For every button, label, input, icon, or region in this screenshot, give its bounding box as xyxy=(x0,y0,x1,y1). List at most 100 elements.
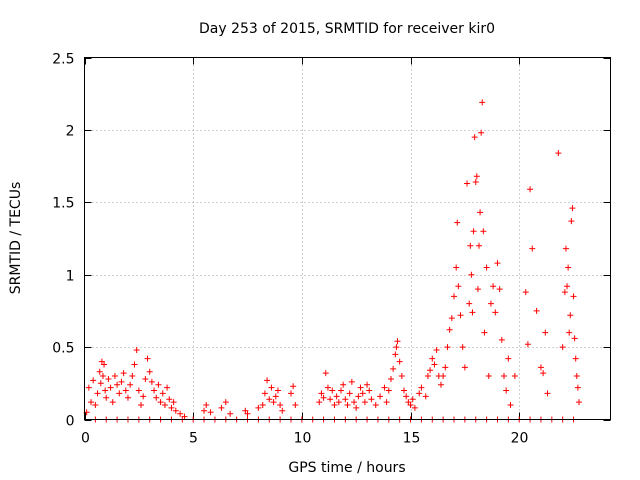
data-point xyxy=(127,381,134,388)
data-point xyxy=(555,150,562,157)
grid-lines xyxy=(84,57,611,420)
data-point xyxy=(446,326,453,333)
data-point xyxy=(359,390,366,397)
y-axis-label: SRMTID / TECUs xyxy=(8,182,24,295)
data-point xyxy=(571,335,578,342)
data-point xyxy=(471,134,478,141)
data-point xyxy=(561,289,568,296)
data-point xyxy=(485,373,492,380)
data-point xyxy=(473,173,480,180)
data-point xyxy=(142,375,149,382)
data-point xyxy=(331,402,338,409)
data-point xyxy=(572,355,579,362)
data-point xyxy=(498,336,505,343)
plot-frame xyxy=(84,57,611,420)
data-point xyxy=(99,373,106,380)
data-point xyxy=(459,344,466,351)
data-point xyxy=(566,329,573,336)
data-point xyxy=(398,373,405,380)
data-point xyxy=(85,384,92,391)
data-point xyxy=(377,393,384,400)
data-point xyxy=(322,370,329,377)
data-point xyxy=(168,404,175,411)
data-point xyxy=(490,283,497,290)
data-point xyxy=(444,344,451,351)
data-point xyxy=(496,286,503,293)
y-tick-label: 0.5 xyxy=(52,341,74,357)
data-point xyxy=(574,384,581,391)
data-point xyxy=(448,315,455,322)
data-point xyxy=(96,368,103,375)
data-point xyxy=(203,402,210,409)
data-point xyxy=(565,264,572,271)
data-point xyxy=(140,393,147,400)
data-point xyxy=(524,341,531,348)
data-point xyxy=(393,344,400,351)
data-point xyxy=(120,370,127,377)
data-point xyxy=(222,399,229,406)
data-point xyxy=(457,312,464,319)
data-point xyxy=(324,384,331,391)
data-point xyxy=(494,260,501,267)
data-point xyxy=(527,186,534,193)
data-point xyxy=(476,242,482,249)
data-point xyxy=(151,387,158,394)
data-point xyxy=(364,381,371,388)
data-point xyxy=(344,402,351,409)
data-point xyxy=(477,209,484,216)
data-point xyxy=(114,381,121,388)
data-point xyxy=(464,180,471,187)
data-point xyxy=(387,375,394,382)
data-point xyxy=(107,384,114,391)
data-point xyxy=(492,309,499,316)
data-point xyxy=(342,396,349,403)
data-point xyxy=(133,346,140,353)
data-point xyxy=(261,390,268,397)
data-point xyxy=(470,228,477,235)
data-point xyxy=(327,396,334,403)
data-point xyxy=(451,293,458,300)
data-point xyxy=(138,402,145,409)
y-tick-label: 2.5 xyxy=(52,52,74,68)
data-points xyxy=(83,99,582,423)
axis-ticks xyxy=(84,57,611,421)
data-point xyxy=(568,218,575,225)
data-point xyxy=(544,390,551,397)
data-point xyxy=(466,300,473,307)
data-point xyxy=(333,393,340,400)
data-point xyxy=(483,264,490,271)
data-point xyxy=(131,361,138,368)
data-point xyxy=(177,410,184,417)
data-point xyxy=(461,364,468,371)
data-point xyxy=(381,384,388,391)
data-point xyxy=(320,394,327,401)
data-point xyxy=(353,404,360,411)
data-point xyxy=(409,396,416,403)
data-point xyxy=(290,383,297,390)
data-point xyxy=(244,410,251,417)
data-point xyxy=(478,129,485,136)
data-point xyxy=(511,373,518,380)
data-point xyxy=(569,205,576,212)
data-point xyxy=(122,387,129,394)
data-point xyxy=(272,393,279,400)
data-point xyxy=(124,394,131,401)
data-point xyxy=(467,242,474,249)
data-point xyxy=(424,373,431,380)
data-point xyxy=(401,387,408,394)
x-tick-label: 15 xyxy=(403,431,421,447)
data-point xyxy=(207,409,214,416)
data-point xyxy=(279,407,286,414)
data-point xyxy=(394,338,401,345)
data-point xyxy=(540,370,547,377)
data-point xyxy=(383,399,390,406)
data-point xyxy=(431,361,438,368)
y-tick-label: 2 xyxy=(66,124,75,140)
data-point xyxy=(287,390,294,397)
x-axis-label: GPS time / hours xyxy=(288,460,405,476)
data-point xyxy=(559,344,566,351)
data-point xyxy=(201,407,208,414)
data-point xyxy=(522,289,529,296)
data-point xyxy=(372,402,379,409)
